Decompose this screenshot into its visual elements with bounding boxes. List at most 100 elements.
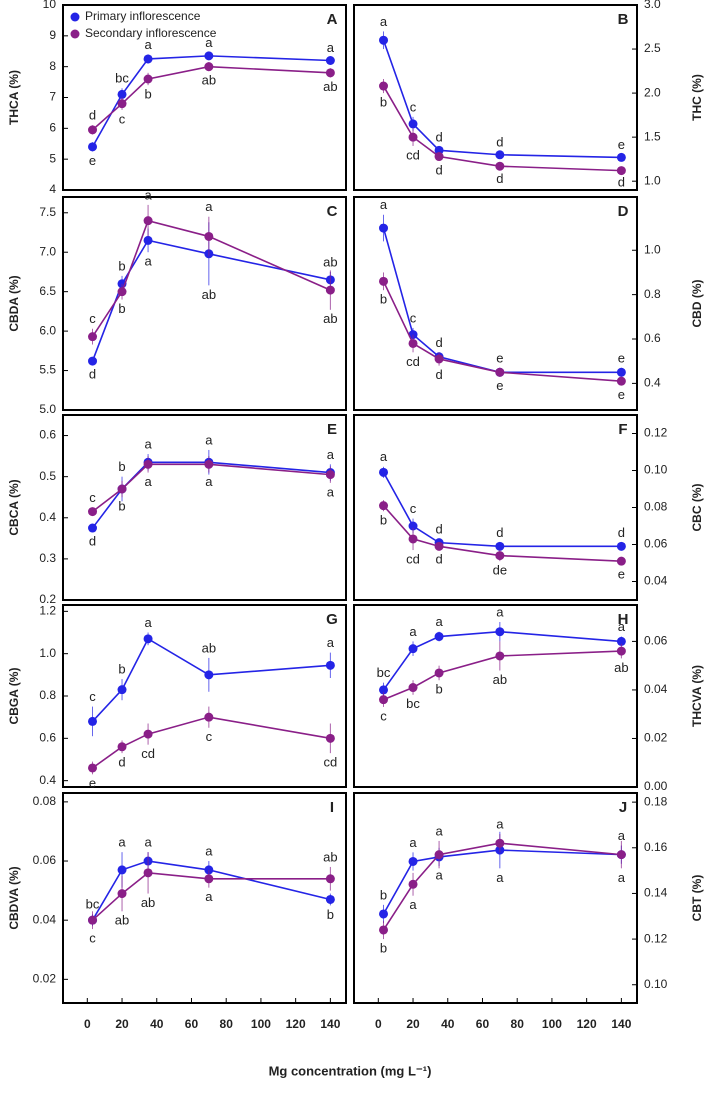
data-point [408, 683, 418, 693]
y-tick-label: 2.5 [644, 41, 661, 55]
data-point [204, 231, 214, 241]
data-point [88, 356, 98, 366]
data-point [117, 685, 127, 695]
significance-letter: a [496, 604, 504, 619]
panel-letter: G [326, 611, 338, 628]
significance-letter: b [327, 907, 334, 922]
data-point [434, 668, 444, 678]
data-point [143, 74, 153, 84]
significance-letter: a [409, 897, 417, 912]
significance-letter: e [618, 137, 625, 152]
data-point [204, 874, 214, 884]
data-point [495, 838, 505, 848]
significance-letter: a [496, 870, 504, 885]
data-point [325, 68, 335, 78]
data-point [88, 125, 98, 135]
significance-letter: a [205, 474, 213, 489]
significance-letter: a [380, 197, 388, 212]
data-point [143, 235, 153, 245]
significance-letter: c [410, 99, 417, 114]
x-tick-label: 120 [577, 1017, 597, 1031]
significance-letter: b [380, 513, 387, 528]
data-point [325, 285, 335, 295]
significance-letter: a [144, 474, 152, 489]
significance-letter: d [618, 175, 625, 190]
data-point [88, 716, 98, 726]
significance-letter: c [380, 708, 387, 723]
significance-letter: cd [141, 746, 155, 761]
series-line [382, 842, 622, 931]
significance-letter: a [435, 614, 443, 629]
data-point [117, 99, 127, 109]
panel-letter: B [618, 11, 629, 28]
x-tick-label: 60 [185, 1017, 199, 1031]
x-tick-label: 80 [511, 1017, 525, 1031]
significance-letter: c [89, 490, 96, 505]
y-tick-label: 5 [49, 151, 56, 165]
data-point [616, 541, 626, 551]
significance-letter: ab [323, 79, 337, 94]
significance-letter: a [327, 447, 335, 462]
y-tick-label: 10 [43, 0, 57, 11]
significance-letter: d [89, 534, 96, 549]
data-point [616, 166, 626, 176]
data-point [379, 35, 389, 45]
significance-letter: a [618, 870, 626, 885]
data-point [616, 152, 626, 162]
significance-letter: a [327, 635, 335, 650]
y-tick-label: 1.0 [644, 242, 661, 256]
data-point [616, 636, 626, 646]
data-point [408, 338, 418, 348]
y-tick-label: 0.2 [39, 592, 56, 606]
significance-letter: b [118, 662, 125, 677]
y-tick-label: 0.6 [39, 428, 56, 442]
y-axis-label: CBGA (%) [7, 668, 21, 725]
significance-letter: ab [323, 849, 337, 864]
y-tick-label: 0.06 [644, 537, 668, 551]
y-tick-label: 0.06 [644, 634, 668, 648]
data-point [325, 660, 335, 670]
significance-letter: ab [202, 287, 216, 302]
y-tick-label: 7.5 [39, 205, 56, 219]
significance-letter: a [409, 624, 417, 639]
significance-letter: bc [115, 71, 129, 86]
y-tick-label: 0.04 [644, 682, 668, 696]
significance-letter: ab [141, 895, 155, 910]
significance-letter: d [618, 525, 625, 540]
data-point [616, 556, 626, 566]
data-point [204, 51, 214, 61]
data-point [379, 501, 389, 511]
significance-letter: a [205, 843, 213, 858]
x-tick-label: 80 [220, 1017, 234, 1031]
panel-letter: D [618, 203, 629, 220]
significance-letter: cd [406, 147, 420, 162]
data-point [88, 332, 98, 342]
data-point [143, 868, 153, 878]
y-tick-label: 0.04 [33, 912, 57, 926]
data-point [379, 81, 389, 91]
y-tick-label: 0.4 [39, 510, 56, 524]
data-point [434, 354, 444, 364]
y-axis-label: CBC (%) [690, 484, 704, 532]
y-tick-label: 0.10 [644, 977, 668, 991]
y-tick-label: 0.02 [644, 731, 668, 745]
data-point [379, 223, 389, 233]
significance-letter: a [205, 889, 213, 904]
significance-letter: e [618, 350, 625, 365]
data-point [117, 484, 127, 494]
significance-letter: cd [406, 354, 420, 369]
x-tick-label: 60 [476, 1017, 490, 1031]
significance-letter: e [89, 776, 96, 791]
data-point [117, 889, 127, 899]
significance-letter: d [496, 135, 503, 150]
significance-letter: a [618, 828, 626, 843]
significance-letter: b [435, 682, 442, 697]
significance-letter: d [496, 171, 503, 186]
data-point [616, 646, 626, 656]
legend-marker [70, 12, 80, 22]
significance-letter: b [118, 499, 125, 514]
significance-letter: a [144, 436, 152, 451]
panel-letter: A [327, 11, 338, 28]
data-point [495, 651, 505, 661]
